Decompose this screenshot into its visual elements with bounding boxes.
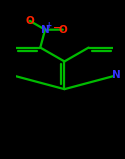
Text: O: O [26,16,34,26]
Text: N: N [41,25,50,35]
Text: −: − [52,23,61,33]
Text: O: O [58,25,67,35]
Text: N: N [112,70,121,80]
Text: +: + [45,21,51,30]
